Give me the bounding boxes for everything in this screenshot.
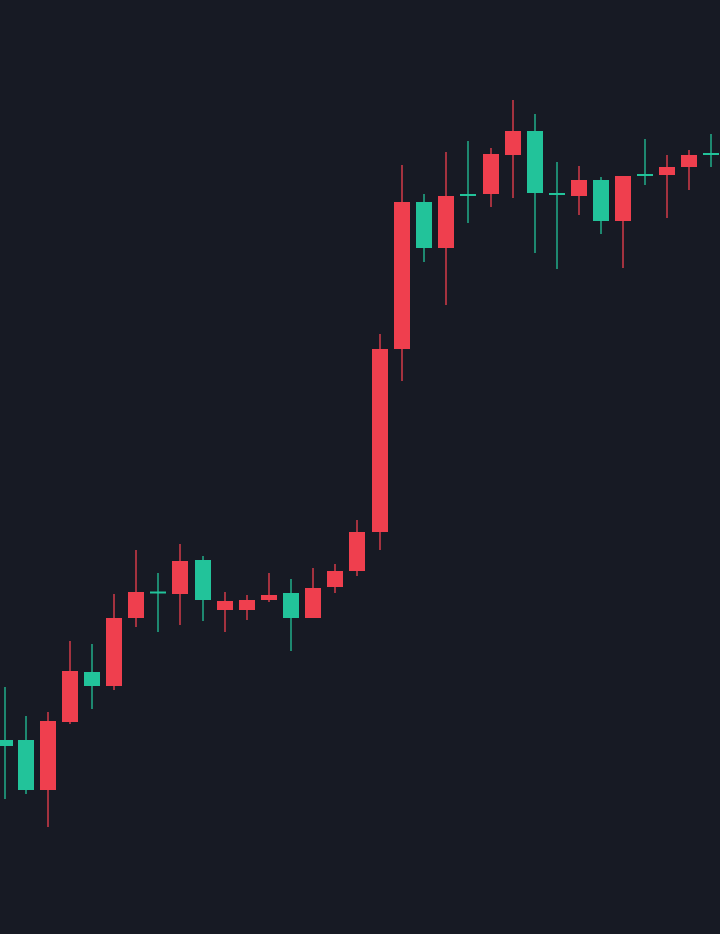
- candle: [217, 592, 233, 632]
- candle: [261, 573, 277, 602]
- candle-body: [0, 740, 13, 746]
- candle-body: [18, 740, 34, 790]
- candle: [659, 155, 675, 218]
- candle-body: [40, 721, 56, 790]
- candle-body: [217, 601, 233, 610]
- candle: [172, 544, 188, 625]
- candle: [615, 176, 631, 268]
- candle: [593, 177, 609, 234]
- candle-body: [349, 532, 365, 571]
- candle: [571, 166, 587, 215]
- candle-body: [62, 671, 78, 722]
- candle: [239, 595, 255, 620]
- candle-body: [637, 174, 653, 176]
- candle: [394, 165, 410, 381]
- candle: [460, 141, 476, 223]
- candle: [505, 100, 521, 198]
- candle-body: [305, 588, 321, 618]
- candle-body: [438, 196, 454, 248]
- candle: [416, 194, 432, 262]
- candle-body: [106, 618, 122, 686]
- candle: [637, 139, 653, 185]
- candle: [703, 134, 719, 167]
- candle-body: [172, 561, 188, 594]
- candle-body: [372, 349, 388, 532]
- candle: [62, 641, 78, 724]
- candle-body: [416, 202, 432, 248]
- candle: [150, 573, 166, 632]
- candle: [128, 550, 144, 627]
- candle-body: [505, 131, 521, 155]
- candle-body: [239, 600, 255, 610]
- candle: [195, 556, 211, 621]
- candle: [372, 334, 388, 550]
- candle: [18, 716, 34, 794]
- candle: [681, 150, 697, 190]
- candle-body: [571, 180, 587, 196]
- candle-body: [84, 672, 100, 686]
- candle-body: [593, 180, 609, 221]
- candle-body: [394, 202, 410, 349]
- candle-body: [659, 167, 675, 175]
- candle: [483, 148, 499, 207]
- candle: [349, 520, 365, 576]
- candle: [283, 579, 299, 651]
- candle: [40, 712, 56, 827]
- candle-body: [527, 131, 543, 193]
- candle-body: [327, 571, 343, 587]
- candle: [438, 152, 454, 305]
- candle-body: [128, 592, 144, 618]
- candle: [0, 687, 13, 799]
- candle-body: [283, 593, 299, 618]
- candle-body: [195, 560, 211, 600]
- candle: [549, 162, 565, 269]
- candle: [305, 568, 321, 618]
- candle-body: [150, 591, 166, 594]
- candle: [527, 114, 543, 253]
- candle-body: [483, 154, 499, 194]
- candle: [327, 564, 343, 593]
- candle-body: [549, 193, 565, 195]
- candle-body: [261, 595, 277, 600]
- candle-body: [703, 153, 719, 155]
- candle: [106, 594, 122, 690]
- candle-body: [615, 176, 631, 221]
- candle: [84, 644, 100, 709]
- candle-body: [460, 194, 476, 196]
- candle-body: [681, 155, 697, 167]
